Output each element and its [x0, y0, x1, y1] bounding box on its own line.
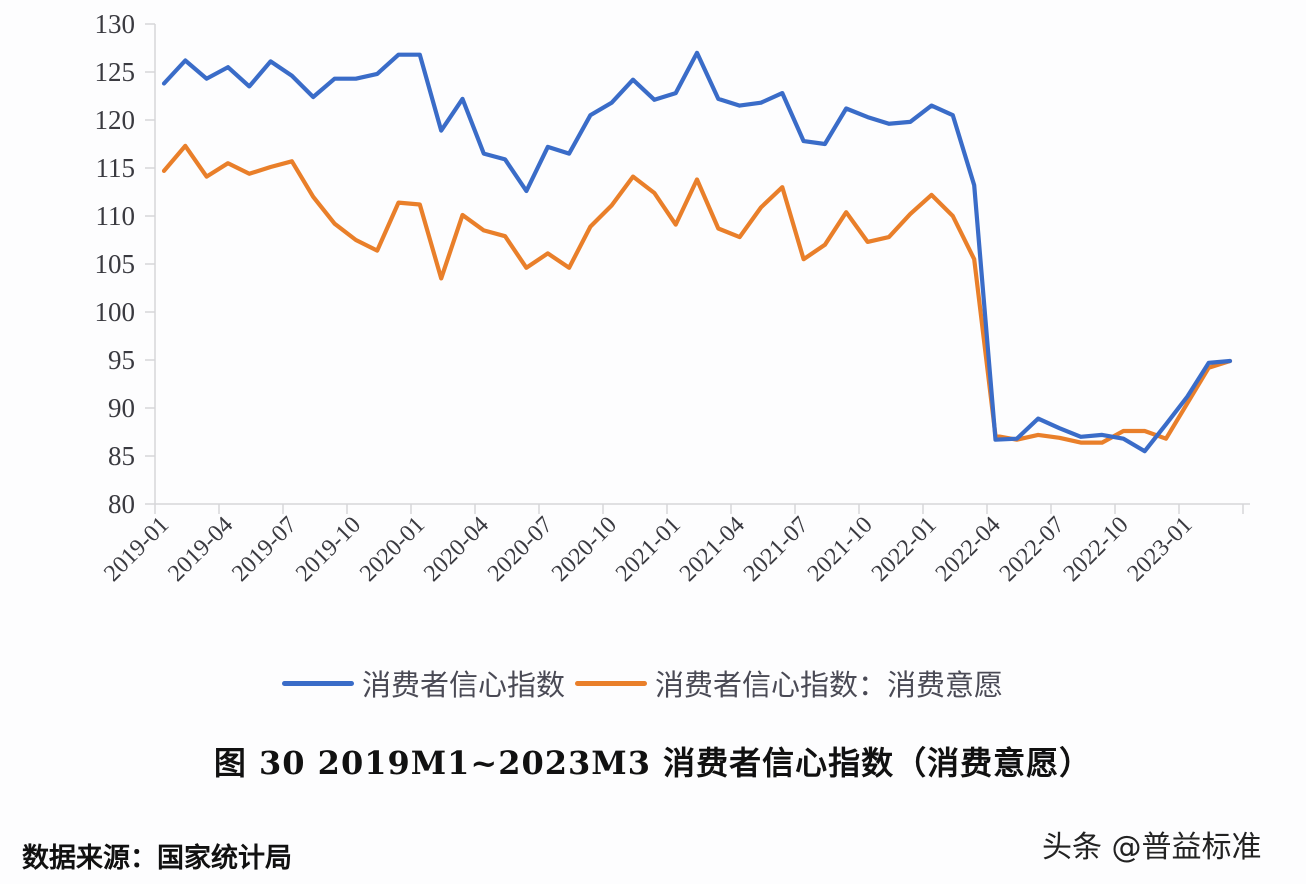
- x-tick-label: 2019-07: [227, 512, 302, 587]
- x-tick-label: 2022-07: [995, 512, 1070, 587]
- legend-swatch-blue-line-icon: [282, 680, 354, 686]
- y-tick-label: 100: [95, 297, 136, 327]
- data-source-note: 数据来源：国家统计局: [22, 843, 292, 874]
- x-tick-label: 2020-10: [547, 512, 622, 587]
- x-tick-label: 2021-04: [675, 512, 750, 587]
- legend-item-consumption-willingness: 消费者信心指数：消费意愿: [575, 662, 1003, 704]
- x-tick-label: 2022-10: [1059, 512, 1134, 587]
- legend-swatch-orange-line-icon: [575, 680, 648, 686]
- y-tick-label: 110: [96, 201, 136, 231]
- x-tick-label: 2022-01: [867, 512, 942, 587]
- x-tick-label: 2022-04: [931, 512, 1006, 587]
- y-tick-label: 85: [108, 441, 135, 471]
- y-tick-label: 95: [108, 345, 135, 375]
- series-line-confidence-index: [161, 50, 1233, 454]
- x-tick-label: 2020-07: [483, 512, 558, 587]
- x-tick-label: 2021-10: [803, 512, 878, 587]
- series-layer: [161, 50, 1233, 454]
- y-tick-label: 130: [95, 9, 136, 39]
- legend-label: 消费者信心指数: [362, 668, 566, 702]
- y-tick-label: 90: [108, 393, 135, 423]
- watermark: 头条 @普益标准: [1042, 830, 1262, 865]
- x-tick-label: 2021-07: [739, 512, 814, 587]
- x-tick-label: 2023-01: [1123, 512, 1198, 587]
- y-tick-label: 80: [108, 489, 135, 519]
- y-axis: 80 85 90 95 100 105 110 115 120 125 130: [95, 9, 156, 519]
- chart-legend: 消费者信心指数 消费者信心指数：消费意愿: [282, 662, 1013, 704]
- figure-caption: 图 30 2019M1~2023M3 消费者信心指数（消费意愿）: [213, 744, 1093, 782]
- x-tick-label: 2020-04: [419, 512, 494, 587]
- legend-label: 消费者信心指数：消费意愿: [655, 668, 1004, 702]
- legend-item-confidence-index: 消费者信心指数: [282, 662, 565, 704]
- y-tick-label: 125: [95, 57, 136, 87]
- x-tick-label: 2019-01: [99, 512, 174, 587]
- series-line-consumption-willingness: [161, 143, 1233, 445]
- x-tick-label: 2019-10: [291, 512, 366, 587]
- y-tick-label: 105: [95, 249, 136, 279]
- x-tick-label: 2020-01: [355, 512, 430, 587]
- x-axis: 2019-012019-042019-072019-102020-012020-…: [99, 503, 1250, 587]
- y-tick-label: 120: [95, 105, 136, 135]
- y-tick-label: 115: [96, 153, 136, 183]
- x-tick-label: 2021-01: [611, 512, 686, 587]
- x-tick-label: 2019-04: [163, 512, 238, 587]
